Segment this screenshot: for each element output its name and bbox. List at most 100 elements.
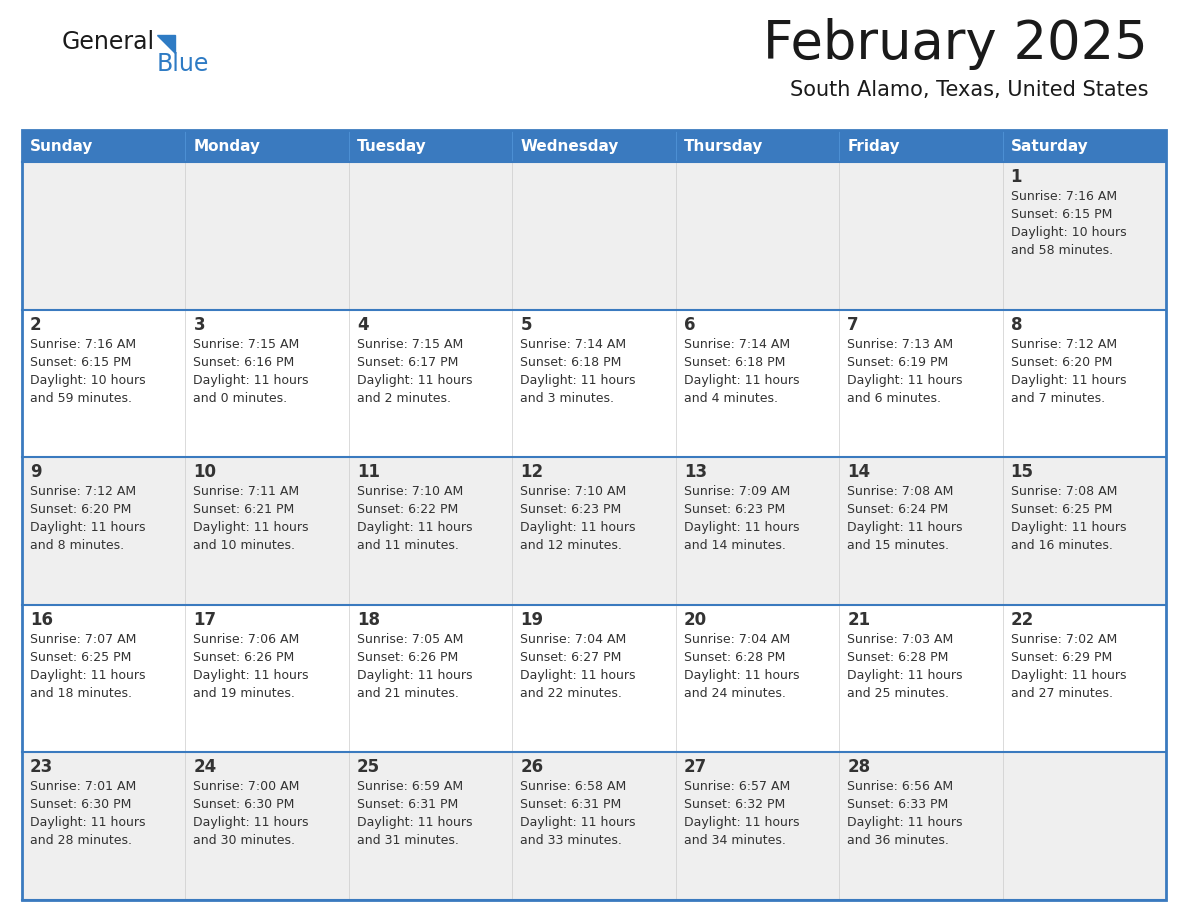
Text: and 10 minutes.: and 10 minutes. [194, 539, 296, 553]
Text: and 28 minutes.: and 28 minutes. [30, 834, 132, 847]
Text: and 58 minutes.: and 58 minutes. [1011, 244, 1113, 257]
Text: and 24 minutes.: and 24 minutes. [684, 687, 785, 700]
Bar [839, 309, 1003, 457]
Text: and 4 minutes.: and 4 minutes. [684, 392, 778, 405]
Text: Sunrise: 7:04 AM: Sunrise: 7:04 AM [684, 633, 790, 645]
Text: February 2025: February 2025 [763, 18, 1148, 70]
Text: 27: 27 [684, 758, 707, 777]
Text: Daylight: 11 hours: Daylight: 11 hours [520, 374, 636, 386]
Text: Sunset: 6:31 PM: Sunset: 6:31 PM [520, 799, 621, 812]
Text: Sunrise: 7:08 AM: Sunrise: 7:08 AM [1011, 486, 1117, 498]
Text: and 25 minutes.: and 25 minutes. [847, 687, 949, 700]
Text: 1: 1 [1011, 168, 1022, 186]
Text: Sunrise: 7:10 AM: Sunrise: 7:10 AM [520, 486, 626, 498]
Text: and 0 minutes.: and 0 minutes. [194, 392, 287, 405]
Text: 20: 20 [684, 610, 707, 629]
Bar [23, 130, 1165, 900]
Text: Daylight: 11 hours: Daylight: 11 hours [30, 521, 145, 534]
Text: Daylight: 11 hours: Daylight: 11 hours [520, 521, 636, 534]
Text: 26: 26 [520, 758, 543, 777]
Text: Daylight: 11 hours: Daylight: 11 hours [356, 669, 473, 682]
Text: and 7 minutes.: and 7 minutes. [1011, 392, 1105, 405]
Text: Daylight: 11 hours: Daylight: 11 hours [30, 669, 145, 682]
Text: 8: 8 [1011, 316, 1022, 333]
Text: Sunset: 6:26 PM: Sunset: 6:26 PM [356, 651, 459, 664]
Text: Sunset: 6:31 PM: Sunset: 6:31 PM [356, 799, 459, 812]
Text: South Alamo, Texas, United States: South Alamo, Texas, United States [790, 80, 1148, 100]
Text: Sunrise: 6:56 AM: Sunrise: 6:56 AM [847, 780, 953, 793]
Bar [512, 309, 676, 457]
Text: Sunrise: 7:15 AM: Sunrise: 7:15 AM [356, 338, 463, 351]
Bar [676, 130, 839, 162]
Bar [839, 130, 1003, 162]
Text: 15: 15 [1011, 464, 1034, 481]
Text: 11: 11 [356, 464, 380, 481]
Text: 28: 28 [847, 758, 871, 777]
Text: 14: 14 [847, 464, 871, 481]
Text: Sunset: 6:32 PM: Sunset: 6:32 PM [684, 799, 785, 812]
Text: 18: 18 [356, 610, 380, 629]
Text: Daylight: 10 hours: Daylight: 10 hours [30, 374, 146, 386]
Text: Daylight: 10 hours: Daylight: 10 hours [1011, 226, 1126, 239]
Bar [1003, 457, 1165, 605]
Text: 9: 9 [30, 464, 42, 481]
Text: Daylight: 11 hours: Daylight: 11 hours [356, 521, 473, 534]
Text: Thursday: Thursday [684, 139, 763, 153]
Bar [185, 130, 349, 162]
Text: Sunrise: 7:16 AM: Sunrise: 7:16 AM [30, 338, 137, 351]
Bar [23, 457, 185, 605]
Text: 22: 22 [1011, 610, 1034, 629]
Text: 16: 16 [30, 610, 53, 629]
Text: and 15 minutes.: and 15 minutes. [847, 539, 949, 553]
Text: Sunset: 6:22 PM: Sunset: 6:22 PM [356, 503, 459, 516]
Bar [839, 605, 1003, 753]
Text: Sunrise: 7:08 AM: Sunrise: 7:08 AM [847, 486, 954, 498]
Text: Daylight: 11 hours: Daylight: 11 hours [1011, 374, 1126, 386]
Text: Sunset: 6:18 PM: Sunset: 6:18 PM [520, 355, 621, 369]
Text: Daylight: 11 hours: Daylight: 11 hours [194, 521, 309, 534]
Bar [1003, 605, 1165, 753]
Text: and 31 minutes.: and 31 minutes. [356, 834, 459, 847]
Text: Sunrise: 7:14 AM: Sunrise: 7:14 AM [684, 338, 790, 351]
Text: General: General [62, 30, 156, 54]
Text: and 11 minutes.: and 11 minutes. [356, 539, 459, 553]
Bar [676, 162, 839, 309]
Text: Monday: Monday [194, 139, 260, 153]
Text: Sunset: 6:15 PM: Sunset: 6:15 PM [1011, 208, 1112, 221]
Text: Daylight: 11 hours: Daylight: 11 hours [847, 669, 962, 682]
Text: and 27 minutes.: and 27 minutes. [1011, 687, 1113, 700]
Text: Sunrise: 7:00 AM: Sunrise: 7:00 AM [194, 780, 299, 793]
Bar [349, 130, 512, 162]
Text: Daylight: 11 hours: Daylight: 11 hours [847, 374, 962, 386]
Text: Sunset: 6:23 PM: Sunset: 6:23 PM [684, 503, 785, 516]
Bar [512, 753, 676, 900]
Bar [1003, 309, 1165, 457]
Bar [185, 605, 349, 753]
Bar [676, 605, 839, 753]
Text: Sunday: Sunday [30, 139, 94, 153]
Text: 4: 4 [356, 316, 368, 333]
Text: Sunset: 6:20 PM: Sunset: 6:20 PM [1011, 355, 1112, 369]
Bar [839, 457, 1003, 605]
Text: Sunrise: 7:09 AM: Sunrise: 7:09 AM [684, 486, 790, 498]
Bar [349, 162, 512, 309]
Text: Sunrise: 7:02 AM: Sunrise: 7:02 AM [1011, 633, 1117, 645]
Text: Friday: Friday [847, 139, 899, 153]
Text: Daylight: 11 hours: Daylight: 11 hours [356, 816, 473, 829]
Text: Daylight: 11 hours: Daylight: 11 hours [30, 816, 145, 829]
Bar [349, 457, 512, 605]
Text: and 3 minutes.: and 3 minutes. [520, 392, 614, 405]
Text: Daylight: 11 hours: Daylight: 11 hours [684, 669, 800, 682]
Bar [512, 605, 676, 753]
Text: 2: 2 [30, 316, 42, 333]
Bar [839, 753, 1003, 900]
Text: Sunrise: 6:58 AM: Sunrise: 6:58 AM [520, 780, 626, 793]
Text: 23: 23 [30, 758, 53, 777]
Text: and 30 minutes.: and 30 minutes. [194, 834, 296, 847]
Text: Sunset: 6:30 PM: Sunset: 6:30 PM [194, 799, 295, 812]
Text: Daylight: 11 hours: Daylight: 11 hours [847, 816, 962, 829]
Text: and 19 minutes.: and 19 minutes. [194, 687, 296, 700]
Text: Daylight: 11 hours: Daylight: 11 hours [520, 669, 636, 682]
Text: Sunset: 6:19 PM: Sunset: 6:19 PM [847, 355, 948, 369]
Text: Sunrise: 7:12 AM: Sunrise: 7:12 AM [30, 486, 137, 498]
